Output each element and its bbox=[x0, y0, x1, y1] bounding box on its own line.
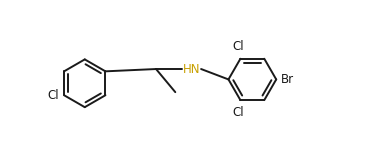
Text: HN: HN bbox=[183, 62, 200, 75]
Text: Cl: Cl bbox=[48, 89, 59, 102]
Text: Cl: Cl bbox=[233, 106, 244, 119]
Text: Cl: Cl bbox=[233, 40, 244, 53]
Text: Br: Br bbox=[281, 73, 294, 86]
